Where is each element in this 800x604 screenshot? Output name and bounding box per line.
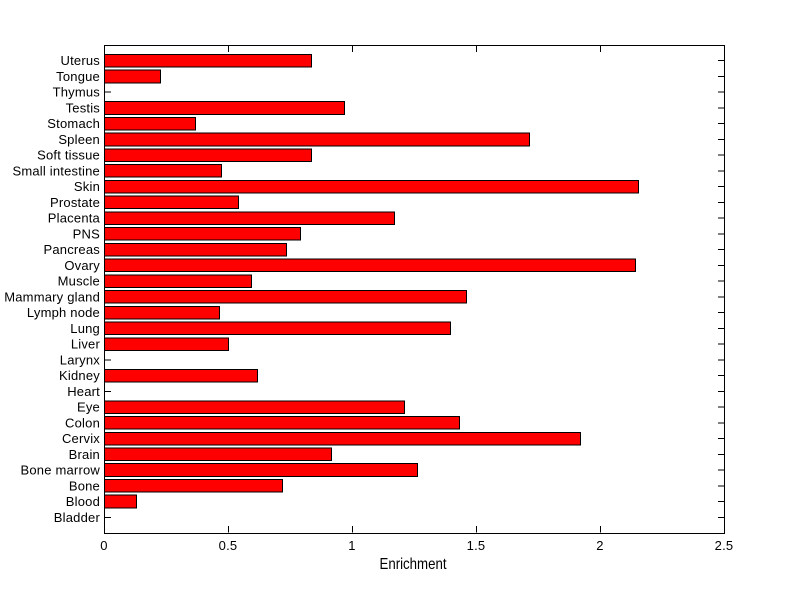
svg-text:Bladder: Bladder [54, 510, 101, 525]
svg-text:0: 0 [100, 538, 107, 553]
svg-text:Heart: Heart [67, 384, 100, 399]
svg-text:2: 2 [596, 538, 603, 553]
svg-text:Pancreas: Pancreas [43, 242, 100, 257]
svg-text:Thymus: Thymus [53, 85, 101, 100]
svg-text:Skin: Skin [74, 179, 100, 194]
svg-text:Lung: Lung [70, 321, 100, 336]
svg-text:1: 1 [348, 538, 355, 553]
svg-text:Bone marrow: Bone marrow [20, 463, 100, 478]
svg-text:Kidney: Kidney [59, 368, 100, 383]
svg-text:Blood: Blood [66, 494, 100, 509]
svg-text:Testis: Testis [66, 100, 101, 115]
svg-text:Colon: Colon [65, 415, 100, 430]
svg-text:Eye: Eye [77, 400, 100, 415]
svg-text:Larynx: Larynx [60, 352, 101, 367]
svg-text:Enrichment: Enrichment [380, 556, 447, 573]
svg-text:1.5: 1.5 [467, 538, 486, 553]
svg-text:Uterus: Uterus [61, 53, 101, 68]
svg-text:0.5: 0.5 [219, 538, 238, 553]
svg-text:Prostate: Prostate [50, 195, 100, 210]
svg-text:Spleen: Spleen [58, 132, 100, 147]
svg-text:Placenta: Placenta [48, 211, 101, 226]
svg-text:Liver: Liver [71, 337, 101, 352]
svg-text:Cervix: Cervix [62, 431, 100, 446]
svg-text:Brain: Brain [69, 447, 100, 462]
svg-text:Ovary: Ovary [64, 258, 100, 273]
svg-text:Muscle: Muscle [58, 274, 100, 289]
svg-text:Stomach: Stomach [47, 116, 100, 131]
svg-text:Tongue: Tongue [56, 69, 100, 84]
svg-text:Lymph node: Lymph node [27, 305, 100, 320]
svg-text:Bone: Bone [69, 478, 100, 493]
svg-text:Mammary gland: Mammary gland [4, 289, 100, 304]
svg-text:PNS: PNS [73, 226, 100, 241]
svg-text:Soft tissue: Soft tissue [37, 148, 100, 163]
svg-text:Small intestine: Small intestine [12, 163, 100, 178]
svg-text:2.5: 2.5 [715, 538, 734, 553]
